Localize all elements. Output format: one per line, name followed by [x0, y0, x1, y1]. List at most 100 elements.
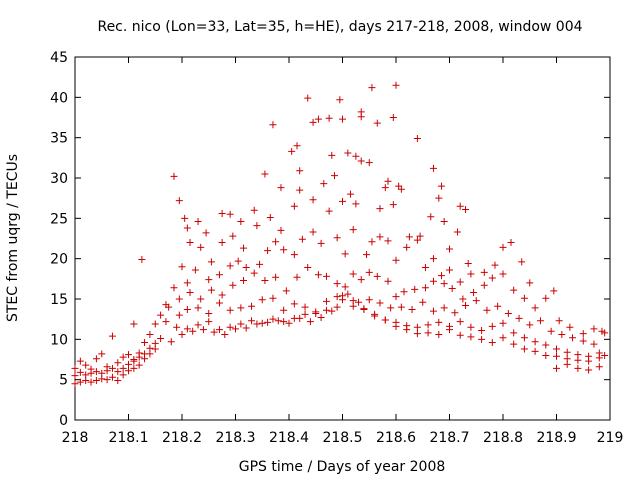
- data-point: [162, 318, 170, 326]
- data-point: [333, 303, 341, 311]
- data-point: [488, 274, 496, 282]
- data-point: [87, 369, 95, 377]
- data-point: [472, 297, 480, 305]
- data-point: [526, 321, 534, 329]
- data-point: [488, 339, 496, 347]
- data-point: [226, 210, 234, 218]
- data-point: [242, 324, 250, 332]
- data-point: [381, 316, 389, 324]
- data-point: [240, 276, 248, 284]
- data-point: [413, 134, 421, 142]
- x-tick-label: 218: [62, 430, 89, 446]
- data-point: [429, 164, 437, 172]
- data-point: [446, 245, 453, 253]
- data-point: [446, 326, 453, 334]
- data-point: [333, 234, 341, 242]
- data-point: [451, 309, 459, 317]
- data-point: [309, 118, 317, 126]
- data-point: [309, 228, 317, 236]
- data-point: [456, 278, 464, 286]
- data-point: [462, 205, 470, 213]
- data-point: [467, 270, 475, 278]
- data-point: [92, 355, 100, 363]
- y-tick-label: 30: [50, 171, 68, 187]
- data-point: [437, 272, 445, 280]
- data-point: [269, 315, 277, 323]
- data-point: [197, 295, 205, 303]
- data-point: [207, 258, 215, 266]
- data-point: [194, 218, 202, 226]
- data-point: [435, 330, 443, 338]
- data-point: [314, 115, 322, 123]
- data-point: [98, 350, 106, 358]
- data-point: [464, 260, 472, 268]
- data-point: [328, 307, 336, 315]
- data-point: [71, 380, 79, 388]
- data-point: [520, 345, 528, 353]
- data-point: [114, 376, 122, 384]
- data-point: [365, 268, 373, 276]
- data-point: [205, 318, 213, 326]
- data-point: [456, 202, 464, 210]
- data-point: [98, 375, 106, 383]
- data-point: [339, 197, 346, 205]
- data-point: [357, 157, 365, 165]
- data-point: [264, 247, 272, 255]
- data-point: [253, 320, 261, 328]
- data-point: [215, 326, 223, 334]
- data-point: [408, 305, 416, 313]
- data-point: [181, 214, 189, 222]
- data-point: [205, 276, 213, 284]
- data-point: [518, 258, 526, 266]
- data-point: [272, 273, 280, 281]
- data-point: [360, 305, 368, 313]
- data-point: [114, 368, 122, 376]
- data-point: [226, 306, 234, 314]
- data-point: [480, 268, 488, 276]
- data-point: [186, 289, 194, 297]
- data-point: [234, 257, 242, 265]
- data-point: [146, 350, 154, 358]
- data-point: [141, 355, 149, 363]
- data-point: [256, 260, 264, 268]
- data-point: [569, 334, 577, 342]
- data-point: [478, 326, 486, 334]
- data-point: [515, 314, 523, 322]
- x-axis-label: GPS time / Days of year 2008: [239, 459, 446, 475]
- data-point: [384, 277, 392, 285]
- data-point: [421, 284, 429, 292]
- data-point: [322, 272, 330, 280]
- x-tick-label: 218.8: [483, 430, 523, 446]
- data-point: [135, 361, 143, 369]
- data-point: [526, 279, 534, 287]
- data-point: [542, 294, 550, 302]
- data-point: [389, 201, 397, 209]
- data-point: [293, 142, 301, 150]
- data-point: [553, 352, 560, 360]
- y-tick-label: 15: [50, 292, 68, 308]
- data-point: [296, 186, 304, 194]
- x-tick-label: 218.3: [215, 430, 255, 446]
- data-point: [82, 376, 90, 384]
- data-point: [261, 170, 269, 178]
- data-point: [491, 261, 499, 269]
- data-point: [499, 334, 507, 342]
- data-point: [130, 357, 138, 365]
- data-point: [456, 331, 464, 339]
- data-point: [341, 250, 349, 258]
- data-point: [325, 207, 333, 215]
- data-point: [226, 262, 234, 270]
- data-point: [108, 373, 116, 381]
- data-point: [71, 364, 79, 372]
- data-point: [456, 318, 464, 326]
- data-point: [440, 218, 448, 226]
- y-tick-label: 25: [50, 211, 68, 227]
- data-point: [448, 285, 456, 293]
- data-point: [413, 236, 421, 244]
- data-point: [437, 182, 445, 190]
- data-point: [125, 351, 132, 359]
- data-point: [293, 273, 301, 281]
- data-point: [355, 298, 363, 306]
- data-point: [413, 330, 421, 338]
- data-point: [352, 200, 360, 208]
